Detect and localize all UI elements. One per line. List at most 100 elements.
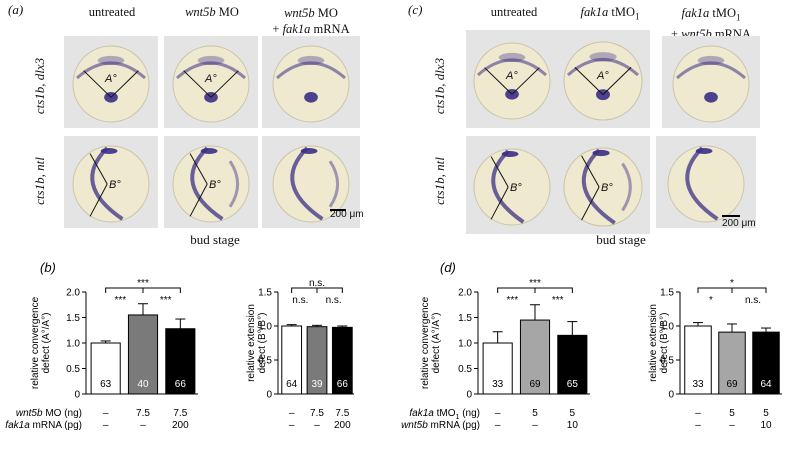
treatment-value: 5 [763, 408, 769, 419]
y-axis-label: relative convergence [420, 296, 431, 389]
photo-a-untreated-dlx3: A° [64, 36, 158, 128]
svg-text:B°: B° [209, 179, 221, 191]
photo-c-rescue-ntl [656, 136, 756, 228]
treatment-value: 7.5 [136, 408, 150, 419]
photo-c-rescue-dlx3 [662, 36, 760, 128]
sig-label: n.s. [326, 295, 342, 306]
y-axis-label: relative extension [246, 304, 257, 382]
photo-c-untreated-dlx3: A° [466, 30, 558, 128]
photo-c-fak1a-tmo-dlx3: A° [556, 30, 650, 128]
photo-a-untreated-ntl: B° [64, 136, 158, 228]
bar [127, 314, 159, 395]
treatment-value: – [140, 420, 146, 431]
y-tick-label: 0.5 [458, 364, 472, 375]
sig-label: *** [552, 295, 564, 306]
treatment-value: 7.5 [173, 408, 187, 419]
treatment-value: 200 [334, 420, 351, 431]
panel-label: (b) [40, 260, 56, 275]
panel-label: (d) [440, 260, 456, 275]
y-axis-label: defect (B°/B°) [257, 313, 268, 374]
y-tick-label: 2.0 [66, 288, 80, 299]
treatment-value: – [103, 420, 109, 431]
sig-label: *** [529, 278, 541, 289]
treatment-value: 5 [729, 408, 735, 419]
y-axis-label: relative convergence [30, 296, 41, 389]
treatment-value: – [314, 420, 320, 431]
svg-text:A°: A° [204, 73, 217, 85]
sig-label: *** [114, 295, 126, 306]
y-axis-label: defect (A°/A°) [431, 313, 442, 374]
chart-3: 0 0.5 1.0 1.5 2.0 relative convergence defect … [401, 260, 590, 431]
panel-a-caption: bud stage [190, 232, 240, 247]
sig-label: * [730, 278, 734, 289]
panel-c-caption: bud stage [596, 232, 646, 247]
n-label: 40 [137, 379, 149, 390]
treatment-value: – [289, 408, 295, 419]
photo-a-wnt5b-mo-ntl: B° [164, 136, 258, 228]
photo-a-rescue-dlx3 [262, 36, 360, 128]
svg-text:A°: A° [596, 70, 609, 82]
bar [684, 325, 712, 395]
y-tick-label: 1.0 [660, 322, 674, 333]
n-label: 64 [286, 379, 298, 390]
treatment-value: – [103, 408, 109, 419]
svg-text:A°: A° [505, 70, 518, 82]
treatment-value: – [289, 420, 295, 431]
n-label: 63 [100, 379, 112, 390]
panel-c-scalebar-label: 200 μm [722, 218, 756, 229]
treatment-value: 200 [172, 420, 189, 431]
n-label: 66 [337, 379, 349, 390]
sig-label: n.s. [309, 278, 325, 289]
y-tick-label: 2.0 [458, 288, 472, 299]
panel-a-scalebar-label: 200 μm [330, 209, 364, 220]
panel-c-col1-label: untreated [490, 5, 538, 19]
y-tick-label: 1.5 [458, 313, 472, 324]
bar [482, 342, 513, 395]
y-axis-label: defect (A°/A°) [41, 313, 52, 374]
sig-label: *** [506, 295, 518, 306]
n-label: 69 [529, 379, 541, 390]
y-tick-label: 0.5 [258, 356, 272, 367]
treatment-value: – [495, 420, 501, 431]
n-label: 65 [567, 379, 579, 390]
panel-c-label: (c) [408, 2, 423, 17]
bar [557, 334, 588, 395]
treatment-value: – [495, 408, 501, 419]
n-label: 33 [492, 379, 504, 390]
y-tick-label: 0 [74, 390, 80, 401]
treatment-value: 7.5 [335, 408, 349, 419]
y-tick-label: 0 [466, 390, 472, 401]
treatment-label: fak1a tMO1 (ng) [409, 408, 480, 421]
svg-text:A°: A° [104, 73, 117, 85]
svg-text:B°: B° [601, 182, 613, 194]
panel-c-scalebar [722, 215, 740, 217]
treatment-value: 10 [760, 420, 772, 431]
treatment-value: 5 [532, 408, 538, 419]
photo-c-fak1a-tmo-ntl: B° [556, 136, 650, 234]
n-label: 66 [175, 379, 187, 390]
photo-a-rescue-ntl [262, 136, 360, 228]
y-tick-label: 1.0 [458, 339, 472, 350]
n-label: 39 [311, 379, 323, 390]
treatment-value: 10 [567, 420, 579, 431]
treatment-label: wnt5b mRNA (pg) [401, 420, 480, 431]
sig-label: n.s. [745, 295, 761, 306]
y-tick-label: 0 [668, 390, 674, 401]
y-tick-label: 0.5 [660, 356, 674, 367]
y-tick-label: 0 [266, 390, 272, 401]
y-tick-label: 0.5 [66, 364, 80, 375]
treatment-label: fak1a mRNA (pg) [5, 420, 82, 431]
panel-a-col3-label: wnt5b MO + fak1a mRNA [272, 6, 350, 36]
photo-a-wnt5b-mo-dlx3: A° [164, 36, 258, 128]
treatment-value: – [695, 408, 701, 419]
photo-c-untreated-ntl: B° [466, 136, 558, 234]
sig-label: * [709, 295, 713, 306]
y-axis-label: defect (B°/B°) [659, 313, 670, 374]
y-tick-label: 1.0 [66, 339, 80, 350]
y-axis-label: relative extension [648, 304, 659, 382]
y-tick-label: 1.5 [660, 288, 674, 299]
svg-text:B°: B° [109, 179, 121, 191]
bar [752, 331, 780, 395]
